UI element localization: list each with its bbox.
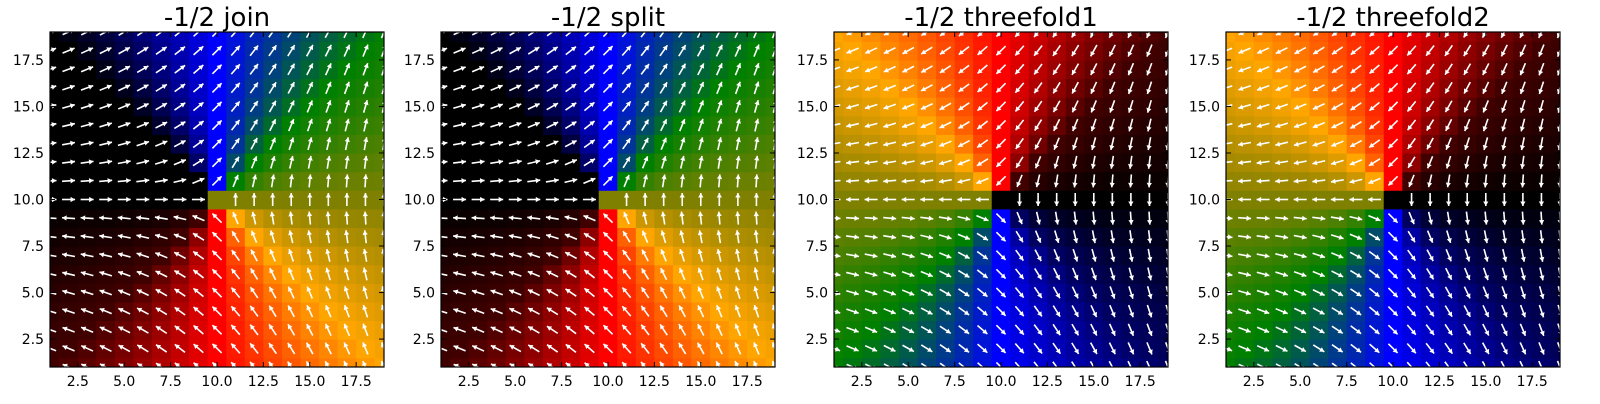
x-tick-label: 15.0 [1470, 374, 1501, 390]
x-tick-label: 2.5 [67, 374, 89, 390]
x-tick-label: 17.5 [1517, 374, 1548, 390]
y-tick-label: 5.0 [413, 286, 435, 302]
x-tick-label: 17.5 [732, 374, 763, 390]
x-tick-label: 7.5 [550, 374, 572, 390]
y-tick-label: 15.0 [13, 99, 44, 115]
heatmap-cell [208, 190, 227, 209]
panel-title: -1/2 threefold2 [1296, 3, 1490, 33]
x-tick-label: 12.5 [1424, 374, 1455, 390]
x-tick-label: 5.0 [1289, 374, 1311, 390]
panel-split: -1/2 split 2.5 5.0 7.5 10.0 12.5 15.0 17.5 2.5 5… [404, 3, 785, 390]
panel-join: -1/2 join 2.5 5.0 7.5 10.0 12.5 15.0 17.5 2.5 5.… [13, 3, 394, 390]
y-tick-label: 10.0 [404, 193, 435, 209]
heatmap-area [41, 23, 394, 377]
panel-threefold2: -1/2 threefold2 2.5 5.0 7.5 10.0 12.5 15.0 17.… [1189, 3, 1570, 390]
x-tick-label: 5.0 [113, 374, 135, 390]
x-tick-label: 12.5 [1032, 374, 1063, 390]
x-tick-label: 2.5 [1243, 374, 1265, 390]
y-tick-label: 12.5 [1189, 146, 1220, 162]
panel-title: -1/2 split [551, 3, 665, 33]
heatmap-cell [992, 190, 1011, 209]
heatmap-area [1217, 23, 1570, 377]
y-tick-label: 15.0 [404, 99, 435, 115]
x-tick-label: 7.5 [1335, 374, 1357, 390]
panel-title: -1/2 join [164, 3, 270, 33]
y-tick-label: 5.0 [22, 286, 44, 302]
y-tick-label: 10.0 [13, 193, 44, 209]
x-tick-label: 5.0 [504, 374, 526, 390]
x-tick-label: 15.0 [685, 374, 716, 390]
x-tick-label: 12.5 [248, 374, 279, 390]
heatmap-cell [1384, 190, 1403, 209]
x-tick-label: 10.0 [592, 374, 623, 390]
heatmap-area [825, 23, 1178, 377]
y-tick-label: 12.5 [13, 146, 44, 162]
y-tick-label: 17.5 [404, 53, 435, 69]
y-tick-label: 7.5 [22, 239, 44, 255]
x-tick-label: 7.5 [159, 374, 181, 390]
x-tick-label: 17.5 [1125, 374, 1156, 390]
y-tick-label: 5.0 [806, 286, 828, 302]
y-tick-label: 17.5 [797, 53, 828, 69]
y-tick-label: 10.0 [1189, 193, 1220, 209]
y-tick-label: 15.0 [797, 99, 828, 115]
y-tick-label: 10.0 [797, 193, 828, 209]
x-tick-label: 7.5 [943, 374, 965, 390]
y-tick-label: 17.5 [13, 53, 44, 69]
heatmap-area [432, 23, 785, 377]
x-tick-label: 10.0 [201, 374, 232, 390]
y-tick-label: 2.5 [22, 332, 44, 348]
y-tick-label: 2.5 [806, 332, 828, 348]
x-tick-label: 2.5 [851, 374, 873, 390]
y-tick-label: 15.0 [1189, 99, 1220, 115]
heatmap-cell [599, 190, 618, 209]
x-tick-label: 2.5 [458, 374, 480, 390]
y-tick-label: 2.5 [1198, 332, 1220, 348]
y-tick-label: 12.5 [404, 146, 435, 162]
panel-threefold1: -1/2 threefold1 2.5 5.0 7.5 10.0 12.5 15.0 17.… [797, 3, 1178, 390]
x-tick-label: 10.0 [1377, 374, 1408, 390]
x-tick-label: 15.0 [294, 374, 325, 390]
x-tick-label: 5.0 [897, 374, 919, 390]
x-tick-label: 15.0 [1078, 374, 1109, 390]
y-tick-label: 7.5 [1198, 239, 1220, 255]
x-tick-label: 10.0 [985, 374, 1016, 390]
x-tick-label: 17.5 [341, 374, 372, 390]
y-tick-label: 17.5 [1189, 53, 1220, 69]
y-tick-label: 7.5 [806, 239, 828, 255]
y-tick-label: 2.5 [413, 332, 435, 348]
x-tick-label: 12.5 [639, 374, 670, 390]
y-tick-label: 5.0 [1198, 286, 1220, 302]
y-tick-label: 7.5 [413, 239, 435, 255]
panel-title: -1/2 threefold1 [904, 3, 1098, 33]
y-tick-label: 12.5 [797, 146, 828, 162]
